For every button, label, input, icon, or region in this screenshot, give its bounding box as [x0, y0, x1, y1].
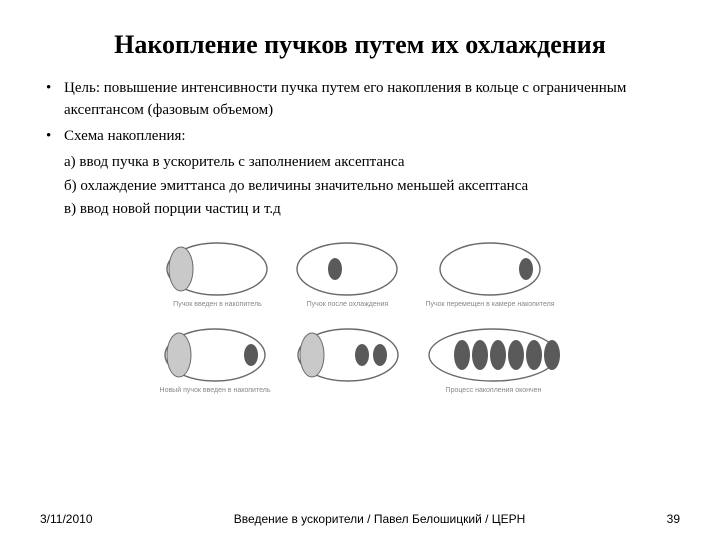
footer: 3/11/2010 Введение в ускорители / Павел … [0, 512, 720, 526]
diagram-panel: Пучок после охлаждения [295, 241, 399, 309]
ellipse-diagram [163, 327, 267, 383]
footer-center: Введение в ускорители / Павел Белошицкий… [93, 512, 667, 526]
diagram-caption: Пучок после охлаждения [307, 301, 389, 309]
diagram-panel: Пучок введен в накопитель [165, 241, 269, 309]
diagram-row-1: Пучок введен в накопитель Пучок после охл… [165, 241, 554, 309]
sub-a: а) ввод пучка в ускоритель с заполнением… [64, 151, 680, 174]
diagram-caption: Новый пучок введен в накопитель [160, 387, 271, 395]
bullet-list: Цель: повышение интенсивности пучка путе… [46, 78, 680, 151]
footer-page: 39 [667, 512, 680, 526]
sub-c: в) ввод новой порции частиц и т.д [64, 198, 680, 221]
ellipse-diagram [296, 327, 400, 383]
ellipse-diagram [165, 241, 269, 297]
bullet-goal: Цель: повышение интенсивности пучка путе… [46, 78, 680, 122]
diagram-panel [296, 327, 400, 383]
diagram-panel: Новый пучок введен в накопитель [160, 327, 271, 395]
footer-date: 3/11/2010 [40, 512, 93, 526]
ellipse-diagram [295, 241, 399, 297]
sub-b: б) охлаждение эмиттанса до величины знач… [64, 175, 680, 198]
ellipse-diagram [426, 327, 560, 383]
diagram-panel: Пучок перемещен в камере накопителя [425, 241, 554, 309]
diagram-panel: Процесс накопления окончен [426, 327, 560, 395]
diagram-row-2: Новый пучок введен в накопитель Процесс н… [160, 327, 561, 395]
ellipse-diagram [438, 241, 542, 297]
diagram-caption: Пучок введен в накопитель [173, 301, 262, 309]
diagram-caption: Пучок перемещен в камере накопителя [425, 301, 554, 309]
slide-title: Накопление пучков путем их охлаждения [40, 30, 680, 60]
bullet-scheme: Схема накопления: [46, 126, 680, 148]
diagram-area: Пучок введен в накопитель Пучок после охл… [40, 241, 680, 395]
diagram-caption: Процесс накопления окончен [446, 387, 542, 395]
